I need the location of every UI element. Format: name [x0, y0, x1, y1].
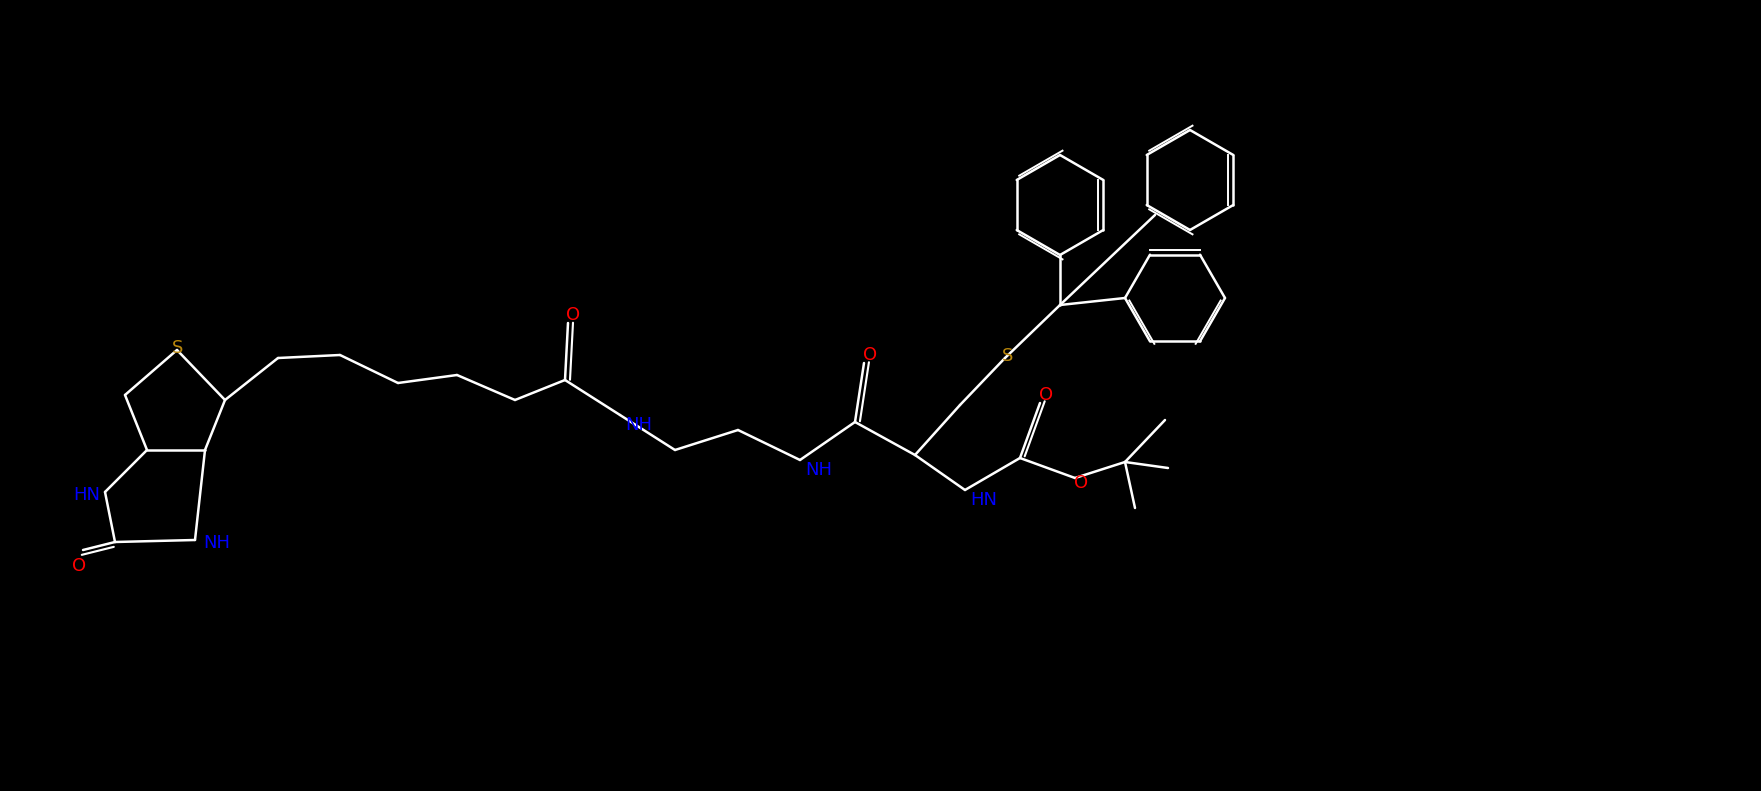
Text: HN: HN	[970, 491, 997, 509]
Text: O: O	[863, 346, 877, 364]
Text: O: O	[1074, 474, 1088, 492]
Text: S: S	[1002, 347, 1014, 365]
Text: O: O	[565, 306, 579, 324]
Text: S: S	[173, 339, 183, 357]
Text: NH: NH	[203, 534, 231, 552]
Text: O: O	[1039, 386, 1053, 404]
Text: NH: NH	[625, 416, 652, 434]
Text: HN: HN	[72, 486, 100, 504]
Text: NH: NH	[805, 461, 831, 479]
Text: O: O	[72, 557, 86, 575]
